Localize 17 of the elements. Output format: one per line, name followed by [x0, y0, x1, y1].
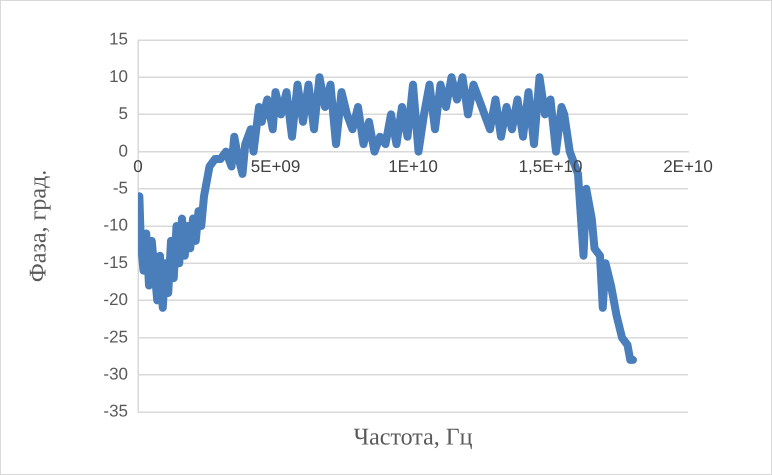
x-tick-label: 0 [133, 156, 143, 176]
y-tick-label: -35 [103, 402, 128, 421]
y-tick-label: 10 [109, 66, 128, 86]
x-axis-title: Частота, Гц [354, 424, 473, 450]
x-tick-label: 5E+09 [250, 156, 300, 176]
y-tick-label: 5 [118, 104, 128, 124]
x-tick-label: 1E+10 [388, 156, 438, 176]
x-tick-label: 2E+10 [663, 156, 713, 176]
y-tick-label: -15 [103, 252, 128, 272]
y-tick-label: -20 [103, 290, 128, 310]
y-axis-title: Фаза, град. [25, 170, 52, 282]
y-tick-label: -10 [103, 216, 128, 235]
y-tick-label: 0 [118, 141, 128, 160]
y-tick-label: -5 [112, 178, 128, 198]
y-tick-label: -25 [103, 327, 128, 346]
y-tick-label: 15 [109, 30, 128, 49]
y-tick-label: -30 [103, 364, 128, 384]
